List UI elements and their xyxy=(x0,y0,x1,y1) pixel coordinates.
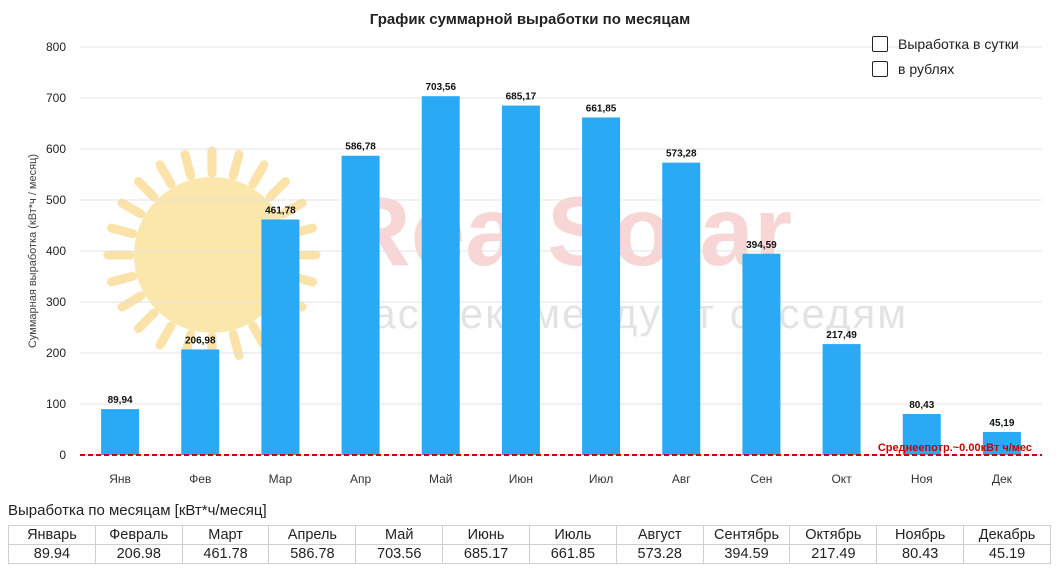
bar xyxy=(982,431,1021,455)
table-header-cell: Январь xyxy=(8,525,96,545)
y-tick-label: 600 xyxy=(46,142,66,156)
data-label: 586,78 xyxy=(345,142,376,153)
data-label: 685,17 xyxy=(506,92,537,103)
bar xyxy=(742,253,781,455)
table-cell: 685.17 xyxy=(442,544,530,564)
y-tick-label: 700 xyxy=(46,91,66,105)
y-tick-label: 800 xyxy=(46,40,66,54)
sun-logo-icon xyxy=(103,146,321,364)
bar xyxy=(902,413,941,455)
bar xyxy=(341,155,380,456)
chart-title: График суммарной выработки по месяцам xyxy=(370,11,690,28)
table-cell: 80.43 xyxy=(876,544,965,564)
x-tick-label: Окт xyxy=(831,472,852,486)
y-tick-label: 300 xyxy=(46,295,66,309)
x-tick-label: Май xyxy=(429,472,453,486)
y-tick-label: 100 xyxy=(46,397,66,411)
table-header-cell: Март xyxy=(181,525,270,545)
bar xyxy=(101,409,140,455)
bar xyxy=(822,344,861,455)
table-header-cell: Август xyxy=(615,525,704,545)
bar xyxy=(662,162,701,455)
table-header-cell: Февраль xyxy=(94,525,183,545)
table-header-cell: Ноябрь xyxy=(876,525,965,545)
table-cell: 586.78 xyxy=(268,544,357,564)
table-header-cell: Апрель xyxy=(268,525,357,545)
table-header-cell: Сентябрь xyxy=(702,525,791,545)
table-cell: 573.28 xyxy=(615,544,704,564)
table-cell: 661.85 xyxy=(528,544,617,564)
legend-label-daily: Выработка в сутки xyxy=(898,36,1019,52)
x-tick-label: Фев xyxy=(189,472,211,486)
x-tick-label: Июн xyxy=(509,472,533,486)
y-tick-label: 500 xyxy=(46,193,66,207)
table-cell: 461.78 xyxy=(181,544,270,564)
monthly-table: Январь Февраль Март Апрель Май Июнь Июль Август… xyxy=(8,525,1051,564)
table-cell: 89.94 xyxy=(8,544,96,564)
x-tick-label: Мар xyxy=(269,472,293,486)
legend-item-rubles[interactable]: в рублях xyxy=(872,59,1019,79)
daily-checkbox[interactable] xyxy=(872,36,888,52)
table-header-cell: Июнь xyxy=(442,525,530,545)
data-label: 661,85 xyxy=(586,103,617,114)
x-tick-label: Апр xyxy=(350,472,372,486)
bar xyxy=(582,117,621,456)
y-axis-label: Суммарная выработка (кВт*ч / месяц) xyxy=(27,154,39,348)
x-tick-label: Дек xyxy=(992,472,1013,486)
legend-label-rubles: в рублях xyxy=(898,61,955,77)
table-title: Выработка по месяцам [кВт*ч/месяц] xyxy=(8,502,267,519)
table-cell: 703.56 xyxy=(355,544,444,564)
bar xyxy=(261,219,300,455)
legend-item-daily[interactable]: Выработка в сутки xyxy=(872,34,1019,54)
table-header-cell: Июль xyxy=(528,525,617,545)
chart-legend: Выработка в сутки в рублях xyxy=(872,34,1019,84)
y-tick-label: 400 xyxy=(46,244,66,258)
bar xyxy=(501,105,540,456)
table-header-row: Январь Февраль Март Апрель Май Июнь Июль Август… xyxy=(8,525,1051,545)
data-label: 206,98 xyxy=(185,335,216,346)
table-cell: 206.98 xyxy=(94,544,183,564)
bar xyxy=(421,96,460,456)
x-tick-label: Ноя xyxy=(911,472,933,486)
data-label: 45,19 xyxy=(989,418,1014,429)
data-label: 394,59 xyxy=(746,240,777,251)
rubles-checkbox[interactable] xyxy=(872,61,888,77)
data-label: 80,43 xyxy=(909,400,934,411)
table-header-cell: Октябрь xyxy=(789,525,878,545)
table-cell: 217.49 xyxy=(789,544,878,564)
table-cell: 45.19 xyxy=(963,544,1051,564)
table-cell: 394.59 xyxy=(702,544,791,564)
data-label: 461,78 xyxy=(265,205,296,216)
x-tick-label: Июл xyxy=(589,472,613,486)
x-tick-label: Сен xyxy=(750,472,772,486)
bar xyxy=(181,349,220,455)
x-tick-label: Янв xyxy=(109,472,131,486)
table-header-cell: Май xyxy=(355,525,444,545)
data-label: 703,56 xyxy=(425,82,456,93)
data-label: 573,28 xyxy=(666,149,697,160)
table-row: 89.94 206.98 461.78 586.78 703.56 685.17 661.8… xyxy=(8,544,1051,564)
y-tick-label: 0 xyxy=(59,448,66,462)
y-tick-label: 200 xyxy=(46,346,66,360)
table-header-cell: Декабрь xyxy=(963,525,1051,545)
watermark-brand: RealSolar xyxy=(340,176,792,286)
reference-line-label: Среднеепотр.~0.00кВт ч/мес xyxy=(878,442,1032,454)
data-label: 217,49 xyxy=(826,330,857,341)
x-tick-label: Авг xyxy=(672,472,691,486)
data-label: 89,94 xyxy=(108,395,133,406)
